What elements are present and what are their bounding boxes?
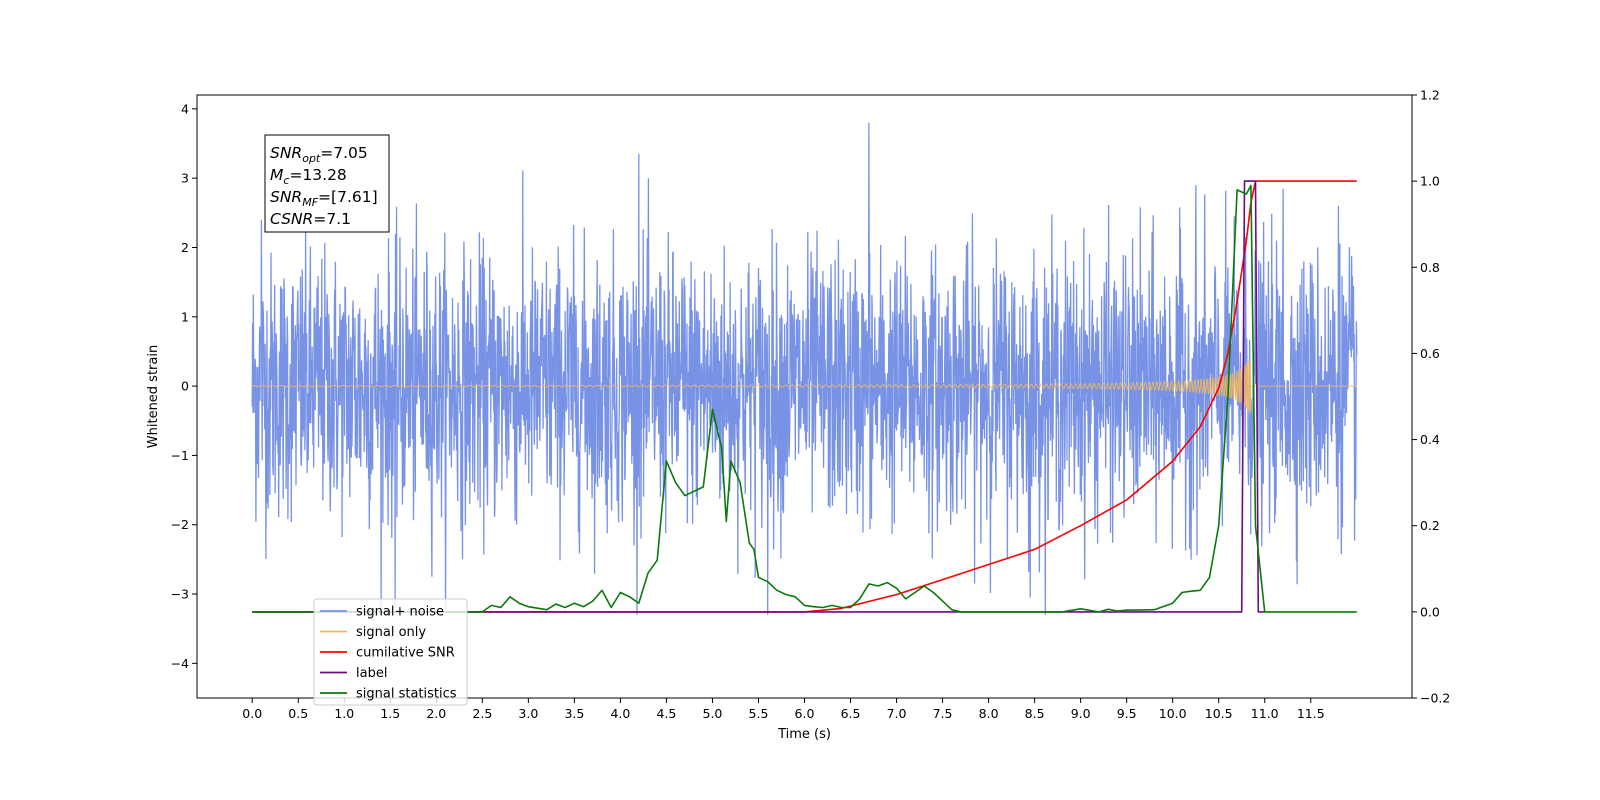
series-signal-only bbox=[252, 359, 1357, 414]
x-tick-label: 11.0 bbox=[1251, 706, 1279, 721]
x-tick-label: 2.0 bbox=[426, 706, 446, 721]
y-left-tick-label: 2 bbox=[181, 240, 189, 255]
y-right-tick-label: 1.0 bbox=[1420, 174, 1440, 189]
series-signal-statistics bbox=[252, 184, 1357, 613]
x-tick-label: 1.0 bbox=[334, 706, 354, 721]
y-right-tick-label: 1.2 bbox=[1420, 88, 1440, 103]
x-tick-label: 6.0 bbox=[795, 706, 815, 721]
x-tick-label: 5.5 bbox=[749, 706, 769, 721]
legend-label: label bbox=[356, 666, 387, 681]
x-tick-label: 1.5 bbox=[380, 706, 400, 721]
x-tick-label: 0.0 bbox=[242, 706, 262, 721]
series-signal-plus-noise bbox=[251, 122, 1358, 615]
y-right-tick-label: 0.4 bbox=[1420, 432, 1440, 447]
x-tick-label: 7.5 bbox=[933, 706, 953, 721]
x-tick-label: 10.5 bbox=[1205, 706, 1233, 721]
annotation-line: CSNR=7.1 bbox=[270, 210, 351, 228]
series-cumilative-snr bbox=[252, 180, 1357, 613]
annotation-line: SNRMF=[7.61] bbox=[270, 188, 378, 209]
x-tick-label: 0.5 bbox=[288, 706, 308, 721]
x-tick-label: 7.0 bbox=[887, 706, 907, 721]
y-left-tick-label: −2 bbox=[171, 517, 189, 532]
x-tick-label: 10.0 bbox=[1159, 706, 1187, 721]
y-right-tick-label: 0.6 bbox=[1420, 346, 1440, 361]
y-right-tick-label: −0.2 bbox=[1420, 691, 1450, 706]
series-label bbox=[252, 180, 1265, 613]
x-tick-label: 8.5 bbox=[1025, 706, 1045, 721]
y-left-tick-label: −4 bbox=[171, 656, 189, 671]
x-tick-label: 2.5 bbox=[472, 706, 492, 721]
x-tick-label: 9.0 bbox=[1071, 706, 1091, 721]
x-tick-label: 3.5 bbox=[564, 706, 584, 721]
y-left-tick-label: 4 bbox=[181, 101, 189, 116]
x-tick-label: 4.5 bbox=[656, 706, 676, 721]
legend-label: signal statistics bbox=[356, 687, 457, 702]
y-left-tick-label: −3 bbox=[171, 587, 189, 602]
annotation-frame bbox=[264, 134, 390, 233]
legend-frame bbox=[313, 598, 468, 706]
x-tick-label: 8.0 bbox=[979, 706, 999, 721]
x-tick-label: 4.0 bbox=[610, 706, 630, 721]
x-tick-label: 5.0 bbox=[703, 706, 723, 721]
y-left-tick-label: 1 bbox=[181, 309, 189, 324]
legend-label: signal only bbox=[356, 625, 426, 640]
y-right-tick-label: 0.0 bbox=[1420, 604, 1440, 619]
y-right-tick-label: 0.2 bbox=[1420, 518, 1440, 533]
y-left-tick-label: 3 bbox=[181, 171, 189, 186]
y-left-tick-label: 0 bbox=[181, 379, 189, 394]
x-tick-label: 11.5 bbox=[1297, 706, 1325, 721]
x-tick-label: 3.0 bbox=[518, 706, 538, 721]
y-right-tick-label: 0.8 bbox=[1420, 260, 1440, 275]
legend: signal+ noise signal only cumilative SNR la… bbox=[313, 598, 468, 706]
y-left-tick-label: −1 bbox=[171, 448, 189, 463]
legend-label: signal+ noise bbox=[356, 605, 444, 620]
y-axis-label: Whitened strain bbox=[146, 345, 161, 448]
annotation-line: Mc=13.28 bbox=[270, 166, 347, 187]
legend-label: cumilative SNR bbox=[356, 646, 455, 661]
x-axis-label: Time (s) bbox=[777, 727, 831, 742]
x-tick-label: 9.5 bbox=[1117, 706, 1137, 721]
x-tick-label: 6.5 bbox=[841, 706, 861, 721]
annotation-line: SNRopt=7.05 bbox=[270, 144, 368, 165]
